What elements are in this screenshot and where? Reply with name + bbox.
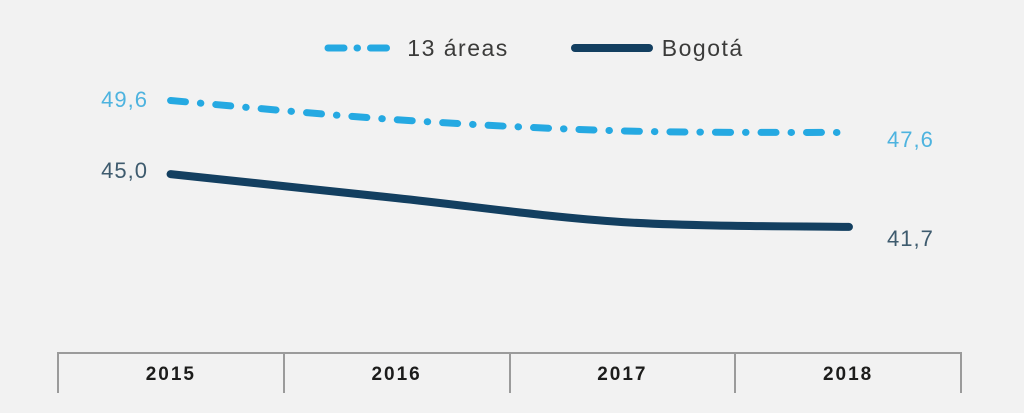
series-line-bogota [166, 170, 853, 231]
axis-year-cell-2015: 2015 [57, 354, 283, 393]
legend-label-13areas: 13 áreas [407, 34, 509, 61]
x-axis: 2015 2016 2017 2018 [57, 352, 962, 393]
value-label-13areas-2015: 49,6 [101, 87, 148, 112]
legend-label-bogota: Bogotá [661, 34, 744, 61]
series-line-13areas [167, 97, 853, 136]
value-label-13areas-2018: 47,6 [887, 127, 934, 152]
axis-year-cell-2018: 2018 [734, 354, 960, 393]
axis-year-cell-2016: 2016 [282, 354, 509, 393]
legend-dashdot-line-icon [324, 44, 398, 52]
value-label-bogota-2018: 41,7 [887, 226, 934, 251]
legend: 13 áreas Bogotá [22, 33, 1024, 63]
legend-solid-line-icon [570, 44, 653, 52]
legend-item-bogota: Bogotá [570, 34, 744, 62]
value-label-bogota-2015: 45,0 [101, 158, 148, 183]
axis-year-cell-2017: 2017 [508, 354, 735, 393]
legend-item-13areas: 13 áreas [324, 35, 509, 62]
